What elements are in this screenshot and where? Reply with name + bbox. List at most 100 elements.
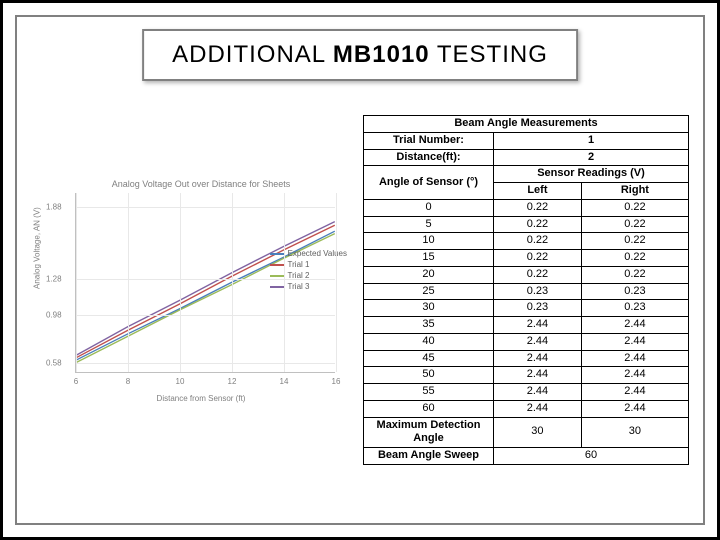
table-row: 00.220.22: [364, 199, 689, 216]
cell-angle: 0: [364, 199, 494, 216]
cell-angle: 40: [364, 333, 494, 350]
cell-right: 2.44: [581, 317, 688, 334]
table-row: 352.442.44: [364, 317, 689, 334]
cell-left: 2.44: [494, 350, 582, 367]
max-detection-label: Maximum Detection Angle: [364, 417, 494, 448]
cell-right: 2.44: [581, 350, 688, 367]
cell-angle: 55: [364, 384, 494, 401]
table-section-title: Beam Angle Measurements: [364, 116, 689, 133]
right-header: Right: [581, 183, 688, 200]
chart-gridline: [284, 193, 285, 372]
title-part-1: ADDITIONAL: [172, 41, 333, 68]
trial-number-value: 1: [494, 132, 689, 149]
chart-plot-area: Expected ValuesTrial 1Trial 2Trial 3 0.5…: [75, 193, 335, 373]
chart-title: Analog Voltage Out over Distance for She…: [41, 179, 361, 189]
beam-sweep-label: Beam Angle Sweep: [364, 448, 494, 465]
cell-left: 2.44: [494, 384, 582, 401]
table-row: 452.442.44: [364, 350, 689, 367]
chart-y-tick: 0.98: [46, 311, 62, 320]
chart-gridline: [76, 363, 335, 364]
table-row: 602.442.44: [364, 400, 689, 417]
table-row: 150.220.22: [364, 250, 689, 267]
cell-right: 0.22: [581, 216, 688, 233]
left-header: Left: [494, 183, 582, 200]
slide-title: ADDITIONAL MB1010 TESTING: [142, 29, 578, 81]
cell-left: 2.44: [494, 367, 582, 384]
cell-angle: 50: [364, 367, 494, 384]
chart-gridline: [76, 193, 77, 372]
cell-left: 0.23: [494, 300, 582, 317]
legend-swatch: [270, 253, 284, 255]
cell-angle: 5: [364, 216, 494, 233]
chart-x-tick: 8: [126, 377, 130, 386]
cell-right: 0.22: [581, 233, 688, 250]
cell-right: 0.22: [581, 266, 688, 283]
legend-label: Expected Values: [288, 249, 347, 258]
cell-angle: 25: [364, 283, 494, 300]
cell-right: 0.23: [581, 300, 688, 317]
table-row: 50.220.22: [364, 216, 689, 233]
cell-right: 0.22: [581, 199, 688, 216]
inner-frame: ADDITIONAL MB1010 TESTING Analog Voltage…: [15, 15, 705, 525]
title-part-2: MB1010: [333, 41, 430, 68]
chart-gridline: [76, 279, 335, 280]
cell-left: 0.22: [494, 216, 582, 233]
chart-y-axis-label: Analog Voltage, AN (V): [33, 207, 42, 289]
angle-header: Angle of Sensor (°): [364, 166, 494, 200]
chart-y-tick: 0.58: [46, 359, 62, 368]
table-row: 300.230.23: [364, 300, 689, 317]
cell-left: 0.22: [494, 250, 582, 267]
distance-value: 2: [494, 149, 689, 166]
chart-gridline: [336, 193, 337, 372]
line-chart: Analog Voltage Out over Distance for She…: [41, 179, 361, 399]
cell-left: 0.22: [494, 199, 582, 216]
distance-label: Distance(ft):: [364, 149, 494, 166]
cell-right: 0.22: [581, 250, 688, 267]
beam-sweep-value: 60: [494, 448, 689, 465]
cell-right: 2.44: [581, 384, 688, 401]
legend-label: Trial 1: [288, 260, 310, 269]
table-row: 502.442.44: [364, 367, 689, 384]
cell-right: 2.44: [581, 400, 688, 417]
legend-swatch: [270, 275, 284, 277]
chart-x-tick: 10: [176, 377, 185, 386]
cell-left: 0.23: [494, 283, 582, 300]
cell-right: 0.23: [581, 283, 688, 300]
cell-right: 2.44: [581, 333, 688, 350]
cell-left: 0.22: [494, 266, 582, 283]
cell-left: 2.44: [494, 400, 582, 417]
table-row: 552.442.44: [364, 384, 689, 401]
chart-y-tick: 1.28: [46, 275, 62, 284]
cell-angle: 15: [364, 250, 494, 267]
legend-label: Trial 3: [288, 282, 310, 291]
chart-x-tick: 12: [228, 377, 237, 386]
max-detection-right: 30: [581, 417, 688, 448]
cell-angle: 30: [364, 300, 494, 317]
cell-left: 0.22: [494, 233, 582, 250]
chart-gridline: [232, 193, 233, 372]
cell-left: 2.44: [494, 333, 582, 350]
cell-angle: 35: [364, 317, 494, 334]
table-row: 250.230.23: [364, 283, 689, 300]
chart-gridline: [180, 193, 181, 372]
data-table: Beam Angle Measurements Trial Number: 1 …: [363, 115, 689, 465]
measurements-table: Beam Angle Measurements Trial Number: 1 …: [363, 115, 689, 465]
cell-angle: 20: [364, 266, 494, 283]
chart-x-axis-label: Distance from Sensor (ft): [157, 394, 246, 403]
cell-left: 2.44: [494, 317, 582, 334]
max-detection-left: 30: [494, 417, 582, 448]
title-part-3: TESTING: [430, 41, 548, 68]
table-row: 402.442.44: [364, 333, 689, 350]
trial-number-label: Trial Number:: [364, 132, 494, 149]
slide-frame: ADDITIONAL MB1010 TESTING Analog Voltage…: [0, 0, 720, 540]
chart-gridline: [128, 193, 129, 372]
legend-swatch: [270, 264, 284, 266]
readings-header: Sensor Readings (V): [494, 166, 689, 183]
table-row: 200.220.22: [364, 266, 689, 283]
table-row: 100.220.22: [364, 233, 689, 250]
cell-angle: 45: [364, 350, 494, 367]
chart-x-tick: 14: [280, 377, 289, 386]
chart-gridline: [76, 207, 335, 208]
chart-gridline: [76, 315, 335, 316]
cell-angle: 10: [364, 233, 494, 250]
